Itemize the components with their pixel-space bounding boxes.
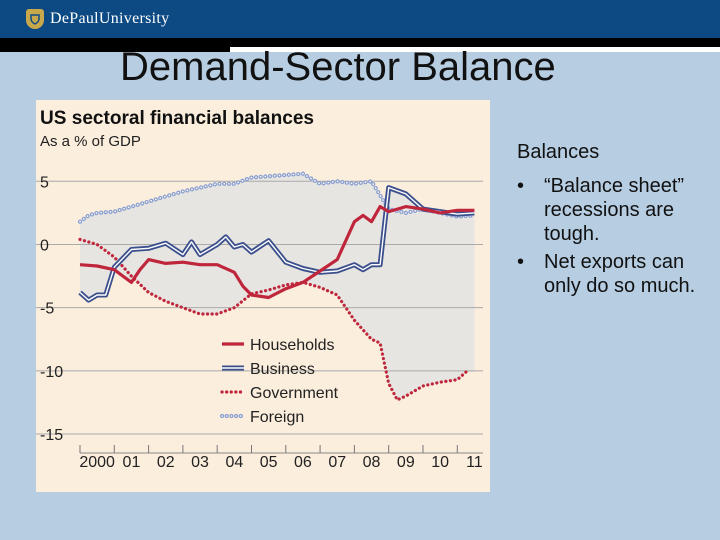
sectoral-balances-chart: 5 0 -5 -10 -15 2000 01 02 03 04 05 06 07 08 09 10 11 Hou… (36, 108, 493, 471)
university-logo[interactable]: DePaulUniversity (26, 9, 169, 29)
series-line-inner-foreign (79, 172, 476, 223)
x-tick-label: 2000 (79, 454, 115, 471)
y-tick-label: -10 (40, 364, 63, 381)
top-bar: DePaulUniversity (0, 0, 720, 38)
bullet-dot-icon: • (517, 175, 525, 197)
x-tick-label: 10 (431, 454, 449, 471)
chart-subtitle: As a % of GDP (40, 133, 141, 150)
series-government (78, 237, 468, 402)
chart-series (77, 171, 477, 402)
legend-label: Foreign (250, 409, 304, 426)
legend-item: Foreign (219, 409, 304, 426)
side-panel: Balances • “Balance sheet” recessions are… (517, 140, 707, 302)
x-tick-label: 02 (157, 454, 175, 471)
slide-title: Demand-Sector Balance (120, 45, 556, 89)
series-business (78, 185, 475, 303)
university-crest-icon (26, 9, 44, 29)
series-line-government (78, 237, 468, 402)
y-tick-label: -5 (40, 301, 54, 318)
x-tick-label: 05 (260, 454, 278, 471)
chart-tick-labels: 5 0 -5 -10 -15 2000 01 02 03 04 05 06 07 08 09 10 11 (40, 174, 483, 471)
logo-text: DePaulUniversity (50, 10, 170, 27)
x-tick-label: 04 (225, 454, 243, 471)
chart-legend: Households Business Government Foreign (219, 337, 339, 426)
side-heading: Balances (517, 141, 600, 163)
chart-title: US sectoral financial balances (40, 108, 314, 129)
bullet-item: • Net exports can only do so much. (517, 250, 707, 298)
legend-item: Government (220, 385, 339, 402)
x-tick-label: 06 (294, 454, 312, 471)
x-tick-label: 08 (363, 454, 381, 471)
legend-label: Households (250, 337, 335, 354)
bullet-text: “Balance sheet” recessions are tough. (544, 175, 685, 245)
series-households (79, 205, 475, 300)
y-tick-label: -15 (40, 427, 63, 444)
shaded-range-area (80, 173, 475, 400)
header-divider (0, 38, 720, 52)
bullet-list: • “Balance sheet” recessions are tough. •… (517, 174, 707, 298)
legend-item: Business (222, 361, 315, 378)
x-tick-label: 11 (466, 454, 483, 471)
series-line-households (79, 205, 475, 300)
x-tick-label: 03 (191, 454, 209, 471)
series-line-inner-business (79, 186, 475, 301)
x-tick-label: 07 (328, 454, 346, 471)
x-tick-label: 01 (123, 454, 141, 471)
series-foreign (77, 171, 477, 224)
bullet-item: • “Balance sheet” recessions are tough. (517, 174, 707, 246)
chart-shaded-area (80, 173, 475, 400)
y-tick-label: 5 (40, 174, 49, 191)
legend-label: Business (250, 361, 315, 378)
x-tick-label: 09 (397, 454, 415, 471)
legend-label: Government (250, 385, 339, 402)
y-tick-label: 0 (40, 237, 49, 254)
bullet-dot-icon: • (517, 251, 525, 273)
chart-panel: 5 0 -5 -10 -15 2000 01 02 03 04 05 06 07 08 09 10 11 Hou… (36, 100, 493, 492)
bullet-text: Net exports can only do so much. (544, 251, 696, 297)
legend-item: Households (222, 337, 335, 354)
